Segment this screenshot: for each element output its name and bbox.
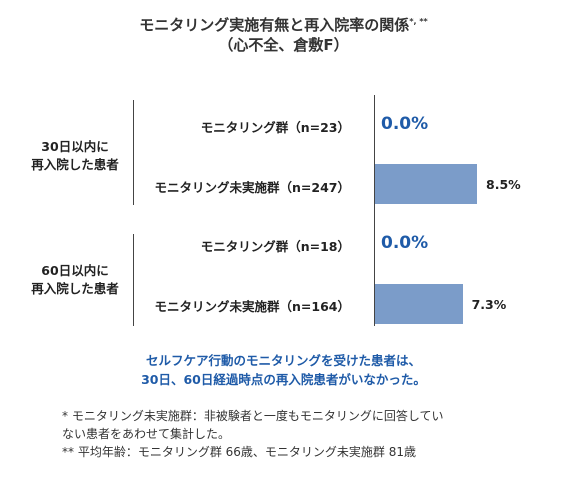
group-label-60days: 60日以内に 再入院した患者 <box>20 262 130 298</box>
chart-title-text: モニタリング実施有無と再入院率の関係 <box>139 16 410 34</box>
value-label-60days-monitoring: 0.0% <box>381 233 429 253</box>
group-label-30days-line2: 再入院した患者 <box>31 157 119 172</box>
bar-30days-no-monitoring <box>375 164 477 204</box>
category-label: モニタリング未実施群（n=247） <box>154 180 350 195</box>
footnote-1-line2: ない患者をあわせて集計した。 <box>62 427 231 441</box>
chart-title-superscript: *, ** <box>409 17 428 26</box>
footnote-1-line1: * モニタリング未実施群：非被験者と一度もモニタリングに回答してい <box>62 409 444 423</box>
group-bracket-60days <box>133 234 134 326</box>
category-label: モニタリング未実施群（n=164） <box>154 299 350 314</box>
chart-subtitle: （心不全、倉敷F） <box>218 36 349 54</box>
group-label-30days: 30日以内に 再入院した患者 <box>20 138 130 174</box>
highlight-note: セルフケア行動のモニタリングを受けた患者は、 30日、60日経過時点の再入院患者… <box>0 351 567 389</box>
group-label-60days-line1: 60日以内に <box>41 263 109 278</box>
value-label-30days-monitoring: 0.0% <box>381 114 429 134</box>
chart-title: モニタリング実施有無と再入院率の関係*, ** <box>0 14 567 35</box>
footnote-2: ** 平均年齢：モニタリング群 66歳、モニタリング未実施群 81歳 <box>62 445 416 459</box>
group-bracket-30days <box>133 100 134 205</box>
group-label-60days-line2: 再入院した患者 <box>31 281 119 296</box>
value-axis-line <box>374 95 375 326</box>
category-label: モニタリング群（n=18） <box>200 239 350 254</box>
value-label-60days-no-monitoring: 7.3% <box>471 297 507 312</box>
value-label-30days-no-monitoring: 8.5% <box>486 177 521 192</box>
highlight-note-line2: 30日、60日経過時点の再入院患者がいなかった。 <box>141 372 426 387</box>
bar-60days-no-monitoring <box>375 284 463 324</box>
highlight-note-line1: セルフケア行動のモニタリングを受けた患者は、 <box>145 353 421 368</box>
category-label: モニタリング群（n=23） <box>200 120 350 135</box>
group-label-30days-line1: 30日以内に <box>41 139 109 154</box>
